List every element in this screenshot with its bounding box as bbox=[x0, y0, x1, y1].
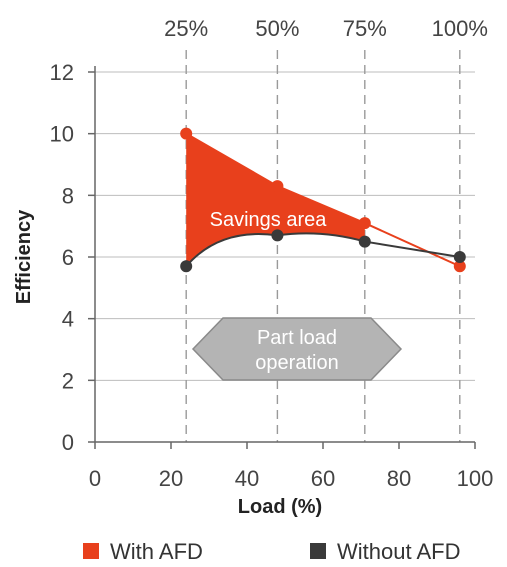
top-tick-label: 25% bbox=[164, 16, 208, 41]
part-load-label-line2: operation bbox=[255, 352, 338, 374]
x-axis-title: Load (%) bbox=[238, 496, 322, 518]
savings-area-group bbox=[186, 133, 365, 267]
top-tick-label: 75% bbox=[343, 16, 387, 41]
y-tick-label: 6 bbox=[62, 245, 74, 270]
x-tick-label: 100 bbox=[457, 466, 494, 491]
y-tick-label: 8 bbox=[62, 183, 74, 208]
legend-label-without-afd: Without AFD bbox=[337, 539, 460, 564]
y-tick-label: 2 bbox=[62, 368, 74, 393]
legend-swatch-without-afd bbox=[310, 543, 326, 559]
x-tick-label: 20 bbox=[159, 466, 183, 491]
y-tick-label: 12 bbox=[50, 60, 74, 85]
y-tick-label: 10 bbox=[50, 122, 74, 147]
without-afd-line bbox=[185, 232, 460, 267]
x-tick-label: 60 bbox=[311, 466, 335, 491]
x-tick-label: 40 bbox=[235, 466, 259, 491]
grid bbox=[95, 50, 475, 442]
with-afd-point bbox=[180, 127, 193, 140]
y-tick-label: 0 bbox=[62, 430, 74, 455]
with-afd-line bbox=[185, 132, 461, 268]
x-tick-label: 80 bbox=[387, 466, 411, 491]
annotations: Savings area Part load operation bbox=[191, 209, 403, 381]
without-afd-point bbox=[453, 251, 466, 263]
savings-area bbox=[186, 133, 365, 267]
without-afd-point bbox=[180, 260, 193, 273]
savings-area-label: Savings area bbox=[210, 209, 328, 231]
legend-swatch-with-afd bbox=[83, 543, 99, 559]
axes: 25% 50% 75% 100% 0 2 4 6 8 10 12 0 20 40 60 80 100 Load (… bbox=[13, 16, 493, 518]
y-axis-title: Efficiency bbox=[13, 209, 35, 304]
without-afd-point bbox=[271, 229, 284, 242]
legend: With AFD Without AFD bbox=[83, 539, 460, 564]
with-afd-point bbox=[453, 260, 466, 273]
part-load-label-line1: Part load bbox=[257, 327, 337, 349]
x-tick-label: 0 bbox=[89, 466, 101, 491]
with-afd-point bbox=[271, 180, 284, 193]
series-points bbox=[180, 127, 466, 273]
legend-label-with-afd: With AFD bbox=[110, 539, 203, 564]
top-tick-label: 100% bbox=[432, 16, 488, 41]
top-tick-label: 50% bbox=[255, 16, 299, 41]
y-tick-label: 4 bbox=[62, 307, 74, 332]
with-afd-point bbox=[358, 217, 371, 230]
part-load-arrow bbox=[191, 317, 403, 381]
without-afd-point bbox=[358, 235, 371, 248]
